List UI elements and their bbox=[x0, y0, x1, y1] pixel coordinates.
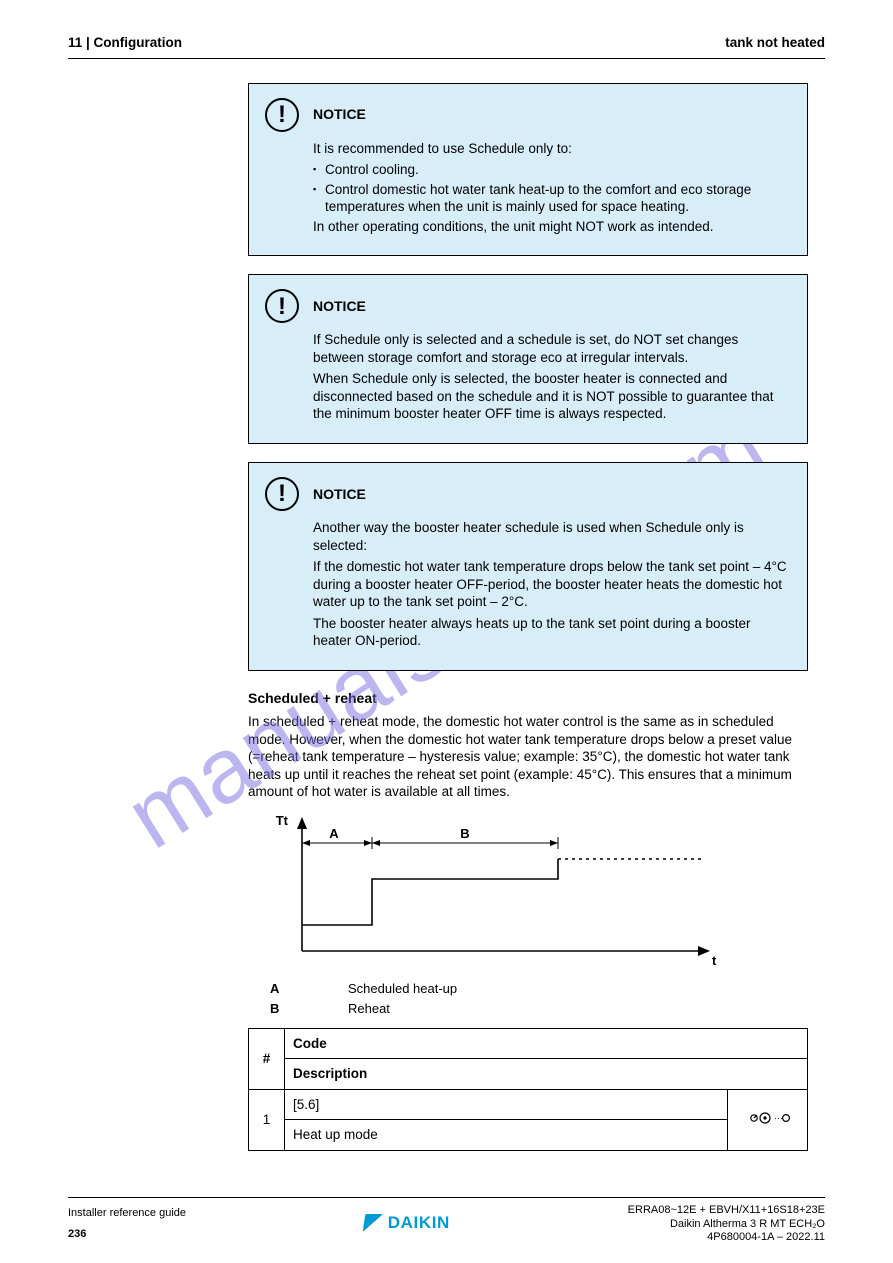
footer-product: Daikin Altherma 3 R MT ECH₂O bbox=[628, 1218, 825, 1232]
legend-key: B bbox=[270, 1001, 288, 1018]
chart-axis-y-label: Tt bbox=[276, 813, 289, 828]
legend-text: Reheat bbox=[348, 1001, 390, 1018]
table-row-num: 1 bbox=[249, 1089, 285, 1150]
chart-label-b: B bbox=[460, 826, 469, 841]
chart-svg: A B Tt t bbox=[248, 811, 718, 971]
svg-text:···: ··· bbox=[774, 1113, 783, 1123]
notice-title: NOTICE bbox=[313, 105, 366, 123]
daikin-mark-icon bbox=[363, 1214, 384, 1232]
table-row-desc: Heat up mode bbox=[285, 1120, 728, 1151]
reheat-chart: A B Tt t bbox=[248, 811, 718, 971]
notice-intro: Another way the booster heater schedule … bbox=[313, 519, 791, 554]
notice-para: If the domestic hot water tank temperatu… bbox=[313, 558, 791, 611]
notice-box: ! NOTICE Another way the booster heater … bbox=[248, 462, 808, 671]
footer-doc-code: 4P680004-1A – 2022.11 bbox=[628, 1231, 825, 1245]
notice-bullet: Control domestic hot water tank heat-up … bbox=[313, 181, 791, 216]
chart-axis-x-label: t bbox=[712, 953, 717, 968]
notice-title: NOTICE bbox=[313, 297, 366, 315]
table-num-cell: # bbox=[249, 1028, 285, 1089]
gear-temp-icon: ··· bbox=[746, 1109, 790, 1130]
footer-doc-title: Installer reference guide bbox=[68, 1207, 186, 1221]
notice-intro: It is recommended to use Schedule only t… bbox=[313, 140, 791, 158]
notice-bullet: Control cooling. bbox=[313, 161, 791, 179]
notice-box: ! NOTICE It is recommended to use Schedu… bbox=[248, 83, 808, 257]
notice-box: ! NOTICE If Schedule only is selected an… bbox=[248, 274, 808, 444]
notice-footer: In other operating conditions, the unit … bbox=[313, 218, 791, 236]
chart-legend-row: A Scheduled heat-up bbox=[270, 981, 808, 998]
footer-page-number: 236 bbox=[68, 1228, 186, 1242]
notice-icon: ! bbox=[265, 289, 299, 323]
table-header-code: Code bbox=[285, 1028, 808, 1059]
header-subtitle: tank not heated bbox=[725, 34, 825, 52]
table-row-code: [5.6] bbox=[285, 1089, 728, 1120]
notice-intro: If Schedule only is selected and a sched… bbox=[313, 331, 791, 366]
notice-icon: ! bbox=[265, 477, 299, 511]
notice-icon: ! bbox=[265, 98, 299, 132]
section-heading: Scheduled + reheat bbox=[248, 689, 808, 707]
notice-para: The booster heater always heats up to th… bbox=[313, 615, 791, 650]
daikin-logo-text: DAIKIN bbox=[388, 1212, 450, 1234]
table-header-desc: Description bbox=[285, 1059, 808, 1090]
footer-model: ERRA08~12E + EBVH/X11+16S18+23E bbox=[628, 1204, 825, 1218]
legend-text: Scheduled heat-up bbox=[348, 981, 457, 998]
settings-table: # Code Description 1 [5.6] ··· bbox=[248, 1028, 808, 1151]
notice-title: NOTICE bbox=[313, 485, 366, 503]
chart-label-a: A bbox=[329, 826, 339, 841]
page-footer: Installer reference guide 236 DAIKIN ERR… bbox=[68, 1197, 825, 1245]
header-section-number: 11 | Configuration bbox=[68, 34, 182, 52]
section-paragraph: In scheduled + reheat mode, the domestic… bbox=[248, 713, 808, 801]
chart-legend-row: B Reheat bbox=[270, 1001, 808, 1018]
legend-key: A bbox=[270, 981, 288, 998]
daikin-logo: DAIKIN bbox=[364, 1212, 450, 1234]
page-header: 11 | Configuration tank not heated bbox=[68, 34, 825, 59]
notice-para: When Schedule only is selected, the boos… bbox=[313, 370, 791, 423]
